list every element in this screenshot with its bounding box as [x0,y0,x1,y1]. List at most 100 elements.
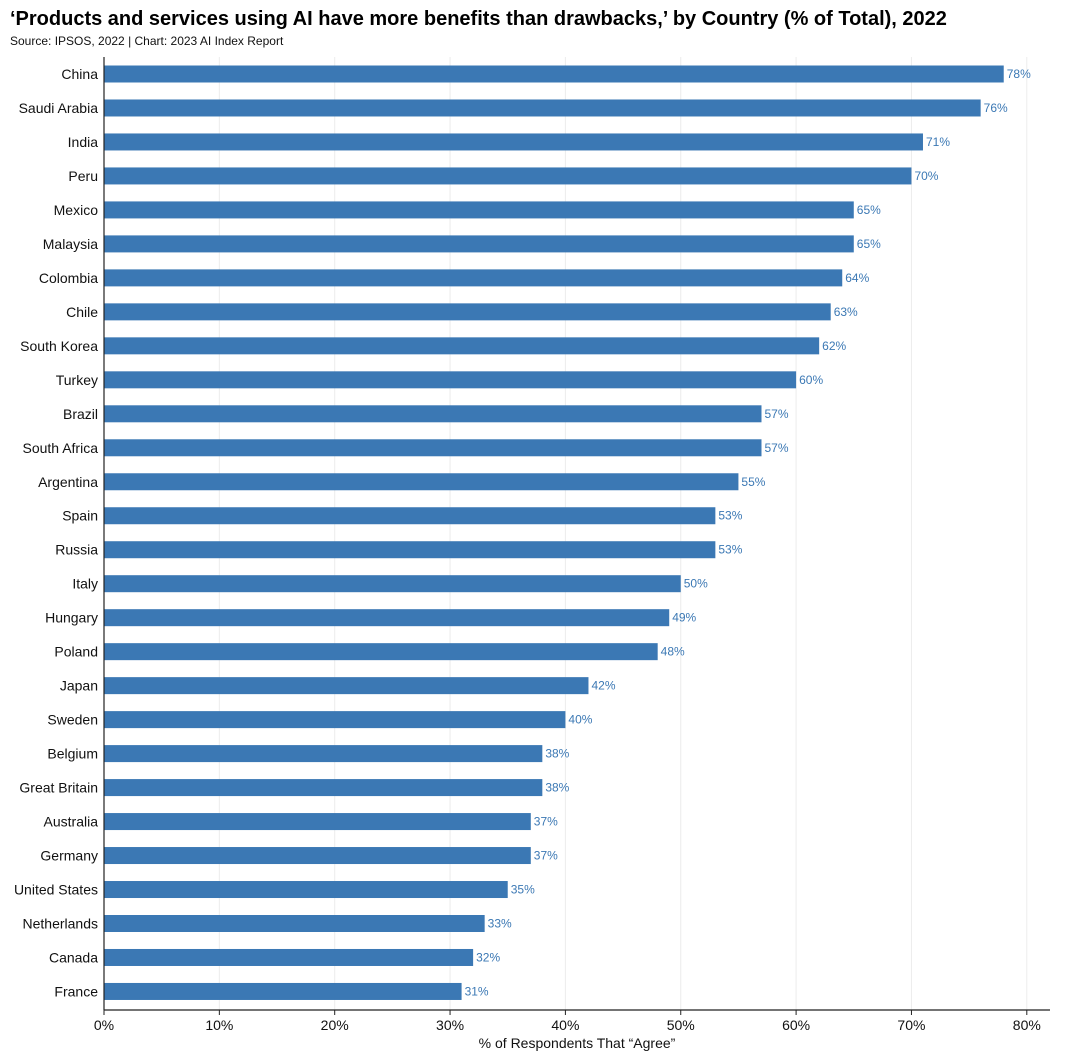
value-label: 71% [926,135,950,149]
value-label: 48% [661,645,685,659]
category-label: Colombia [39,270,98,286]
bar [104,745,543,763]
value-label: 37% [534,849,558,863]
category-label: Netherlands [23,916,99,932]
value-label: 60% [799,373,823,387]
gridlines [103,57,1028,1010]
x-tick-label: 50% [667,1017,695,1033]
value-label: 40% [568,713,592,727]
bar [104,337,820,355]
value-label: 33% [488,917,512,931]
x-tick-label: 30% [436,1017,464,1033]
value-label: 49% [672,611,696,625]
bar [104,439,762,457]
chart-source: Source: IPSOS, 2022 | Chart: 2023 AI Ind… [10,34,284,48]
axes: 0% 10% 20% 30% 40% 50% 60% 70% 80% China 78% Saudi … [14,57,1050,1033]
value-label: 35% [511,883,535,897]
category-label: Peru [68,168,98,184]
value-label: 64% [845,271,869,285]
bar [104,541,716,559]
category-label: South Africa [23,440,99,456]
category-label: Mexico [54,202,99,218]
category-label: Turkey [56,372,98,388]
bar [104,779,543,797]
category-label: South Korea [20,338,98,354]
bar [104,201,854,219]
bars [104,65,1004,1000]
category-label: Australia [44,814,99,830]
bar [104,609,670,627]
value-label: 37% [534,815,558,829]
x-tick-label: 70% [897,1017,925,1033]
category-label: India [68,134,99,150]
x-tick-label: 0% [94,1017,114,1033]
x-tick-label: 10% [205,1017,233,1033]
x-tick-label: 80% [1013,1017,1041,1033]
category-label: Brazil [63,406,98,422]
category-label: Russia [55,542,98,558]
value-label: 53% [718,543,742,557]
bar [104,473,739,491]
bar [104,507,716,525]
category-label: Spain [62,508,98,524]
category-label: Great Britain [19,780,98,796]
value-label: 57% [764,441,788,455]
bar [104,915,485,932]
value-label: 55% [741,475,765,489]
category-label: Sweden [47,712,98,728]
bar [104,711,566,729]
bar [104,847,531,865]
x-tick-label: 60% [782,1017,810,1033]
category-label: Canada [49,949,98,965]
x-axis-title: % of Respondents That “Agree” [479,1035,676,1051]
value-label: 38% [545,781,569,795]
value-label: 70% [914,169,938,183]
x-tick-label: 40% [551,1017,579,1033]
category-label: Belgium [47,746,98,762]
value-label: 31% [465,984,489,998]
category-label: United States [14,882,98,898]
category-label: Malaysia [43,236,98,252]
bar [104,371,797,389]
value-label: 57% [764,407,788,421]
bar [104,677,589,695]
category-label: China [61,66,98,82]
bar [104,235,854,253]
bar [104,813,531,831]
category-label: Argentina [38,474,98,490]
category-label: Italy [72,576,98,592]
category-label: France [54,983,98,999]
value-label: 76% [984,101,1008,115]
category-label: Chile [66,304,98,320]
bar [104,167,912,185]
value-label: 78% [1007,67,1031,81]
bar [104,881,508,899]
category-label: Hungary [45,610,98,626]
value-label: 63% [834,305,858,319]
value-label: 65% [857,237,881,251]
bar [104,575,681,593]
value-label: 53% [718,509,742,523]
value-label: 32% [476,950,500,964]
bar [104,269,843,287]
category-label: Poland [54,644,98,660]
category-label: Japan [60,678,98,694]
bar [104,643,658,661]
value-label: 42% [591,679,615,693]
bar [104,65,1004,83]
bar [104,133,923,151]
chart-title: ‘Products and services using AI have mor… [10,8,947,30]
bar [104,982,462,1000]
value-label: 65% [857,203,881,217]
category-label: Germany [40,848,98,864]
category-label: Saudi Arabia [19,100,99,116]
value-label: 38% [545,747,569,761]
bar [104,99,981,117]
bar [104,948,474,966]
x-tick-label: 20% [321,1017,349,1033]
value-label: 50% [684,577,708,591]
value-label: 62% [822,339,846,353]
bar [104,303,831,321]
bar [104,405,762,423]
